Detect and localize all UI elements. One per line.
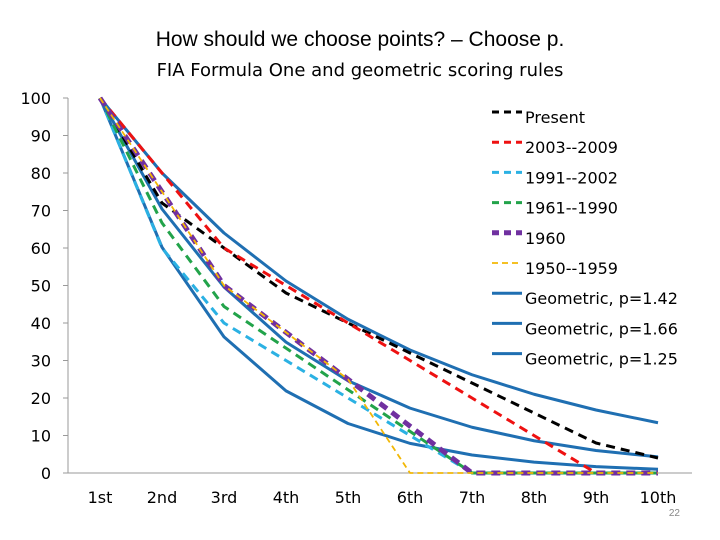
series-line (98, 97, 658, 475)
x-tick-label: 9th (583, 488, 610, 507)
legend-label: 1960 (525, 229, 566, 248)
series-line (98, 97, 659, 459)
y-tick-label: 40 (31, 314, 51, 333)
y-tick-label: 0 (41, 464, 51, 483)
series-line (97, 96, 658, 476)
x-tick-label: 7th (459, 488, 486, 507)
slide-title: How should we choose points? – Choose p. (155, 28, 565, 51)
series-line (98, 97, 658, 475)
series-line (98, 97, 659, 460)
legend-label: Geometric, p=1.25 (525, 350, 678, 369)
chart-legend: Present 2003--2009 1991--2002 1961--1990 196… (492, 108, 678, 369)
chart-title: FIA Formula One and geometric scoring ru… (156, 60, 564, 81)
y-tick-label: 10 (31, 427, 51, 446)
y-tick-label: 60 (31, 239, 51, 258)
legend-label: 1950--1959 (525, 259, 618, 278)
chart-series-lines (97, 96, 659, 476)
x-tick-label: 1st (88, 488, 113, 507)
x-tick-label: 8th (521, 488, 548, 507)
x-tick-label: 5th (335, 488, 362, 507)
legend-label: 2003--2009 (525, 138, 618, 157)
legend-label: Present (525, 108, 585, 127)
legend-label: Geometric, p=1.42 (525, 289, 678, 308)
legend-label: Geometric, p=1.66 (525, 319, 678, 338)
legend-label: 1991--2002 (525, 168, 618, 187)
slide-number: 22 (668, 508, 680, 519)
x-tick-label: 4th (273, 488, 300, 507)
y-tick-label: 80 (31, 164, 51, 183)
y-tick-label: 50 (31, 277, 51, 296)
legend-label: 1961--1990 (525, 199, 618, 218)
x-tick-label: 2nd (147, 488, 177, 507)
y-tick-label: 90 (31, 127, 51, 146)
x-tick-label: 6th (397, 488, 424, 507)
x-tick-label: 10th (640, 488, 677, 507)
series-line (98, 97, 659, 471)
y-tick-label: 100 (20, 89, 51, 108)
y-tick-label: 30 (31, 352, 51, 371)
y-tick-label: 20 (31, 389, 51, 408)
series-line (98, 97, 658, 475)
x-tick-label: 3rd (211, 488, 238, 507)
series-line (98, 97, 659, 425)
y-tick-label: 70 (31, 202, 51, 221)
